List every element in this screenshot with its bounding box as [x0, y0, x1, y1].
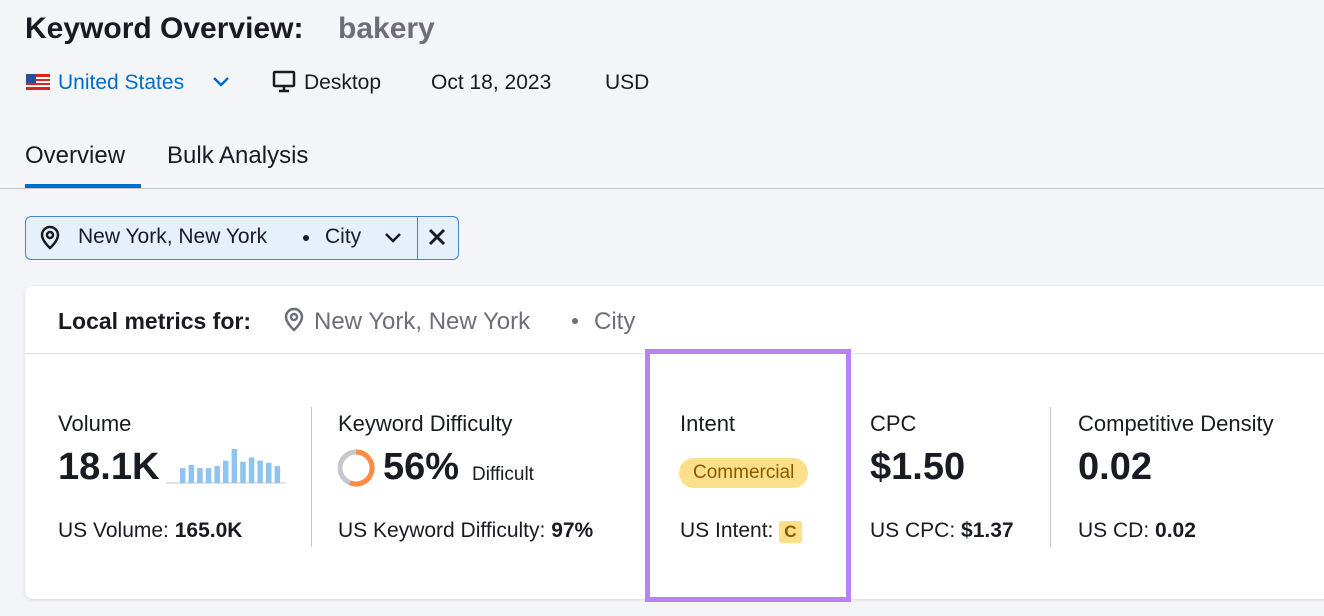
sparkline-bar — [257, 460, 263, 483]
difficulty-gauge — [337, 449, 375, 487]
divider — [417, 217, 418, 259]
filter-type: City — [325, 225, 362, 248]
highlight-box — [645, 349, 851, 602]
sparkline-bar — [214, 466, 220, 483]
sub-value: 0.02 — [1155, 519, 1196, 542]
sparkline-bar — [248, 457, 255, 483]
intent-code: C — [779, 521, 802, 543]
sub-label: US CD: — [1078, 519, 1150, 542]
sparkline-bar — [180, 468, 186, 483]
sparkline-bar — [197, 468, 203, 483]
sparkline-bar — [188, 464, 195, 483]
metric-label: CPC — [870, 411, 917, 436]
country-select[interactable]: United States — [58, 71, 185, 94]
intent-badge: Commercial — [679, 458, 809, 488]
sparkline-bar — [266, 462, 272, 483]
tab-underline — [25, 184, 141, 189]
difficulty-note: Difficult — [472, 464, 534, 485]
separator-dot — [572, 318, 578, 324]
pin-icon — [40, 225, 60, 250]
tab[interactable]: Bulk Analysis — [167, 142, 309, 169]
volume-sparkline — [166, 449, 286, 484]
sub-value: $1.37 — [961, 519, 1014, 542]
divider — [0, 188, 1324, 189]
keyword: bakery — [338, 12, 435, 45]
metric-label: Volume — [58, 411, 132, 436]
sparkline-bar — [231, 449, 238, 483]
flag-icon — [26, 74, 50, 90]
sub-label: US Keyword Difficulty: — [338, 519, 546, 542]
metric-label: Competitive Density — [1078, 411, 1274, 436]
sparkline-bar — [274, 466, 281, 483]
metric-label: Keyword Difficulty — [338, 411, 513, 436]
metric-sub: US Intent: C — [680, 519, 802, 543]
pin-icon — [284, 307, 304, 332]
metric-label: Intent — [680, 411, 736, 436]
filter-location: New York, New York — [78, 225, 268, 248]
sub-label: US Intent: — [680, 519, 774, 542]
metrics-card — [25, 286, 1324, 599]
desktop-icon — [272, 70, 296, 93]
metric-value: $1.50 — [870, 446, 966, 488]
sparkline-bar — [223, 460, 229, 483]
device: Desktop — [304, 71, 382, 94]
sub-label: US Volume: — [58, 519, 169, 542]
metric-value: 56% — [383, 446, 460, 488]
sub-value: 97% — [551, 519, 594, 542]
card-type: City — [594, 308, 636, 335]
sub-value: 165.0K — [174, 519, 243, 542]
metric-sub: US CD: 0.02 — [1078, 519, 1196, 543]
currency: USD — [605, 71, 650, 94]
metric-value: 18.1K — [58, 446, 160, 488]
clear-button[interactable] — [428, 228, 446, 246]
title: Keyword Overview: — [25, 12, 304, 45]
sparkline-bar — [205, 468, 212, 483]
date: Oct 18, 2023 — [431, 71, 552, 94]
metric-value: 0.02 — [1078, 446, 1152, 488]
sparkline-bar — [240, 461, 246, 483]
location-filter[interactable] — [25, 216, 459, 260]
metric-sub: US Keyword Difficulty: 97% — [338, 519, 593, 543]
chevron — [385, 233, 401, 243]
sub-label: US CPC: — [870, 519, 956, 542]
separator-dot — [303, 235, 309, 241]
divider — [311, 407, 312, 547]
chevron — [213, 77, 229, 87]
tab-active[interactable]: Overview — [25, 142, 126, 169]
metric-sub: US CPC: $1.37 — [870, 519, 1014, 543]
card-heading: Local metrics for: — [58, 308, 251, 334]
divider — [1050, 407, 1051, 547]
metric-sub: US Volume: 165.0K — [58, 519, 242, 543]
card-location: New York, New York — [314, 308, 531, 335]
